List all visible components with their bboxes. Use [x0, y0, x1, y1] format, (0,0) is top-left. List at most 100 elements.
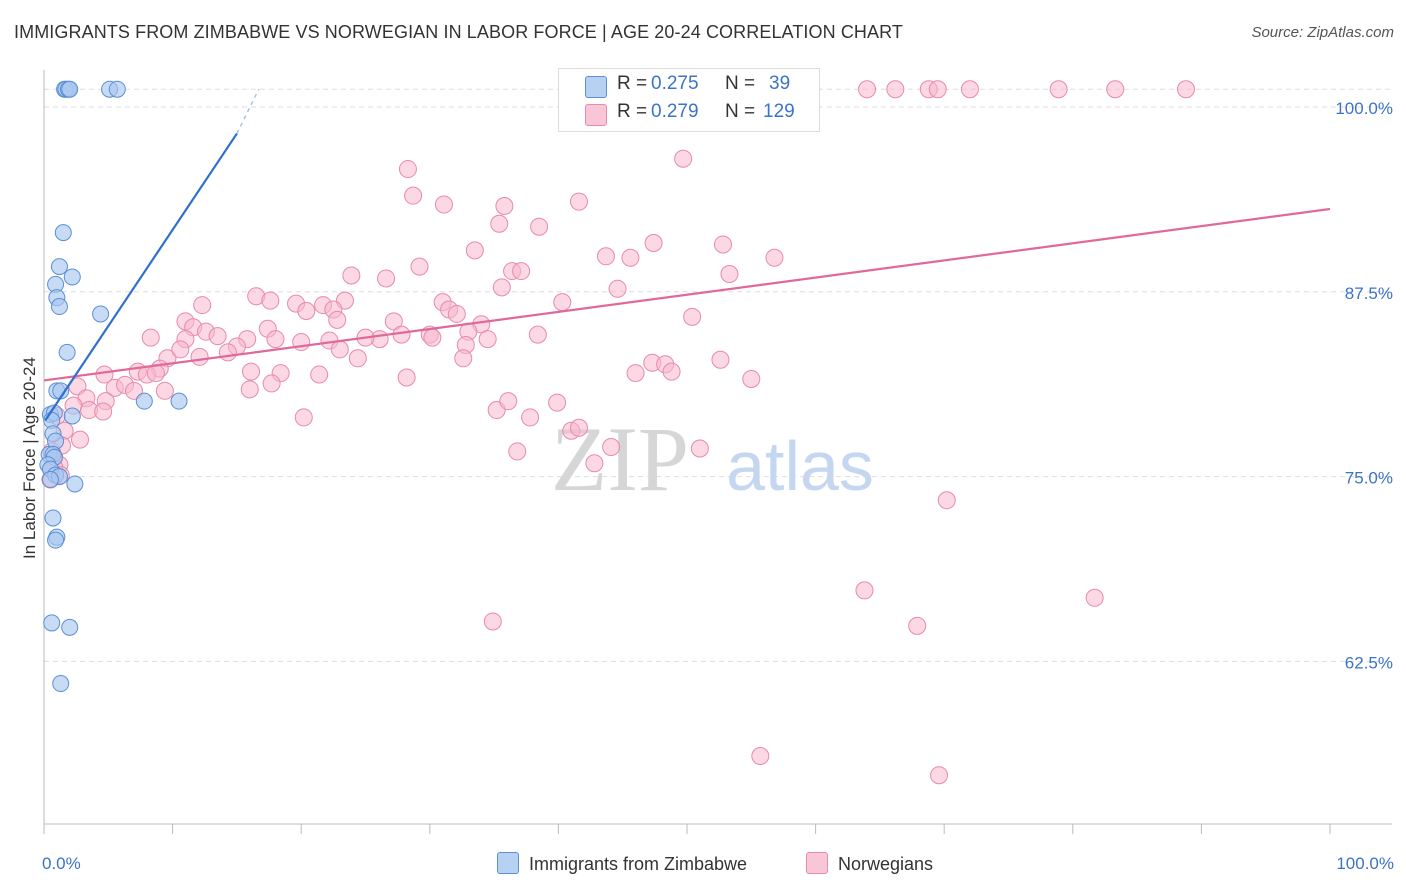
- norwegian-point: [328, 310, 347, 329]
- legend-item-norwegians: Norwegians: [806, 852, 933, 875]
- norwegian-point: [490, 214, 509, 233]
- zimbabwe-point: [61, 80, 79, 98]
- norwegian-point: [465, 241, 484, 260]
- norwegians-legend-swatch: [806, 852, 828, 874]
- norwegian-point: [528, 325, 547, 344]
- norwegian-point: [171, 340, 190, 359]
- zimbabwe-point: [43, 614, 61, 632]
- norwegian-point: [714, 235, 733, 254]
- norwegian-point: [262, 374, 281, 393]
- zimbabwe-point: [63, 407, 81, 425]
- norwegian-point: [240, 380, 259, 399]
- axes: [43, 70, 1392, 834]
- zimbabwe-point: [54, 224, 72, 242]
- zimbabwe-point: [41, 471, 59, 489]
- zimbabwe-point: [58, 343, 76, 361]
- norwegian-point: [553, 293, 572, 312]
- x-tick-label: 100.0%: [1336, 854, 1394, 873]
- norwegian-point: [434, 195, 453, 214]
- watermark-atlas: atlas: [726, 427, 874, 505]
- norwegian-point: [404, 186, 423, 205]
- trend-lines: [43, 88, 1331, 421]
- tick-labels: 100.0% 87.5% 75.0% 62.5% 0.0% 100.0%: [42, 99, 1394, 873]
- norwegian-point: [548, 393, 567, 412]
- n-value: 129: [763, 101, 795, 122]
- norwegian-point: [662, 362, 681, 381]
- norwegian-point: [342, 266, 361, 285]
- norwegian-point: [1176, 80, 1195, 99]
- norwegian-point: [141, 328, 160, 347]
- norwegian-point: [928, 80, 947, 99]
- norwegian-point: [765, 248, 784, 267]
- norwegian-point: [585, 454, 604, 473]
- zimbabwe-point: [50, 298, 68, 316]
- norwegian-point: [530, 217, 549, 236]
- norwegian-point: [410, 257, 429, 276]
- zimbabwe-point: [61, 618, 79, 636]
- norwegian-point: [960, 80, 979, 99]
- norwegian-point: [483, 612, 502, 631]
- legend-label-norwegians: Norwegians: [838, 854, 934, 874]
- x-tick-label: 0.0%: [42, 854, 81, 873]
- norwegian-point: [447, 304, 466, 323]
- norwegians-trend-line: [43, 207, 1331, 382]
- norwegian-point: [208, 327, 227, 346]
- norwegian-point: [674, 149, 693, 168]
- norwegian-point: [330, 340, 349, 359]
- norwegian-point: [569, 192, 588, 211]
- norwegian-point: [937, 491, 956, 510]
- norwegian-point: [569, 418, 588, 437]
- legend-item-zimbabwe: Immigrants from Zimbabwe: [497, 852, 747, 875]
- norwegian-point: [155, 381, 174, 400]
- y-tick-label: 75.0%: [1345, 469, 1393, 488]
- norwegian-point: [1085, 588, 1104, 607]
- y-tick-label: 87.5%: [1345, 284, 1393, 303]
- zimbabwe-legend-swatch: [497, 852, 519, 874]
- norwegian-point: [711, 350, 730, 369]
- norwegian-point: [855, 581, 874, 600]
- norwegian-point: [297, 301, 316, 320]
- norwegian-point: [125, 381, 144, 400]
- zimbabwe-trend-line: [44, 132, 238, 421]
- zimbabwe-trend-extension: [236, 88, 260, 134]
- zimbabwe-points: [39, 80, 188, 693]
- norwegian-point: [454, 349, 473, 368]
- norwegian-point: [858, 80, 877, 99]
- norwegian-point: [294, 408, 313, 427]
- r-value: 0.279: [651, 101, 699, 122]
- norwegian-point: [512, 262, 531, 281]
- norwegian-point: [621, 248, 640, 267]
- norwegian-point: [348, 349, 367, 368]
- y-tick-label: 100.0%: [1335, 99, 1393, 118]
- zimbabwe-point: [92, 305, 110, 323]
- zimbabwe-point: [108, 80, 126, 98]
- chart-title: IMMIGRANTS FROM ZIMBABWE VS NORWEGIAN IN…: [14, 22, 903, 42]
- norwegians-swatch: [585, 104, 607, 126]
- zimbabwe-point: [44, 509, 62, 527]
- zimbabwe-point: [170, 392, 188, 410]
- norwegian-point: [1049, 80, 1068, 99]
- norwegian-point: [384, 312, 403, 331]
- norwegian-point: [608, 279, 627, 298]
- zimbabwe-point: [63, 268, 81, 286]
- chart-source: Source: ZipAtlas.com: [1251, 24, 1394, 41]
- zimbabwe-point: [135, 392, 153, 410]
- n-value: 39: [769, 73, 791, 94]
- norwegian-point: [495, 197, 514, 216]
- norwegian-point: [266, 330, 285, 349]
- norwegian-point: [683, 307, 702, 326]
- stats-legend: R = 0.275 N = 39 R = 0.279 N = 129: [558, 68, 820, 132]
- zimbabwe-point: [66, 475, 84, 493]
- legend-label-zimbabwe: Immigrants from Zimbabwe: [529, 854, 748, 874]
- norwegian-point: [499, 392, 518, 411]
- norwegian-point: [742, 369, 761, 388]
- zimbabwe-point: [50, 258, 68, 276]
- norwegian-point: [492, 278, 511, 297]
- norwegian-point: [423, 328, 442, 347]
- zimbabwe-point: [47, 531, 65, 549]
- zimbabwe-point: [52, 675, 70, 693]
- n-label: N =: [725, 73, 756, 94]
- norwegian-point: [751, 746, 770, 765]
- norwegian-point: [190, 347, 209, 366]
- norwegian-point: [930, 766, 949, 785]
